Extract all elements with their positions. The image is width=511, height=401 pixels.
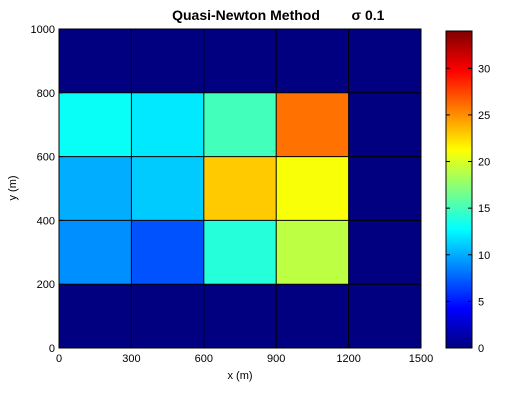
heatmap-cell xyxy=(348,220,421,285)
heatmap-cell xyxy=(203,220,277,285)
colorbar-tick-label: 0 xyxy=(478,343,484,355)
x-axis-label: x (m) xyxy=(227,370,252,382)
x-tick-label: 0 xyxy=(56,353,62,365)
heatmap-cell xyxy=(131,220,204,285)
heatmap-cell xyxy=(59,156,132,221)
y-tick-label: 1000 xyxy=(31,24,55,36)
heatmap-cell xyxy=(131,92,204,157)
y-axis-ticks: 0 200 400 600 800 1000 xyxy=(31,24,63,355)
heatmap-cell xyxy=(131,29,204,93)
heatmap-cell xyxy=(59,284,132,348)
y-tick-label: 200 xyxy=(37,279,55,291)
grid-lines xyxy=(58,28,422,349)
heatmap-cell xyxy=(203,29,277,93)
heatmap-cell xyxy=(203,284,277,348)
heatmap-cell xyxy=(348,156,421,221)
x-tick-label: 900 xyxy=(267,353,285,365)
heatmap-cell xyxy=(276,156,349,221)
heatmap-cell xyxy=(348,29,421,93)
heatmap-cell xyxy=(276,92,349,157)
chart-subtitle: σ 0.1 xyxy=(352,7,385,23)
heatmap-cell xyxy=(131,284,204,348)
heatmap-cell xyxy=(59,92,132,157)
chart-title: Quasi-Newton Method xyxy=(172,7,320,23)
colorbar-tick-label: 15 xyxy=(478,203,490,215)
heatmap-cell xyxy=(348,92,421,157)
y-tick-label: 400 xyxy=(37,215,55,227)
heatmap-cell xyxy=(59,220,132,285)
colorbar-tick-label: 25 xyxy=(478,110,490,122)
heatmap-cell xyxy=(203,156,277,221)
x-tick-label: 1200 xyxy=(336,353,360,365)
y-tick-label: 0 xyxy=(49,343,55,355)
x-tick-label: 600 xyxy=(195,353,213,365)
heatmap-cell xyxy=(276,284,349,348)
heatmap-cell xyxy=(276,29,349,93)
y-tick-label: 800 xyxy=(37,88,55,100)
colorbar-tick-label: 5 xyxy=(478,296,484,308)
colorbar-gradient xyxy=(445,30,473,349)
x-tick-label: 300 xyxy=(122,353,140,365)
heatmap-cell xyxy=(131,156,204,221)
heatmap-cell xyxy=(203,92,277,157)
x-tick-label: 1500 xyxy=(409,353,433,365)
heatmap-cells xyxy=(59,29,421,348)
colorbar-tick-label: 10 xyxy=(478,250,490,262)
x-axis-ticks: 0 300 600 900 1200 1500 xyxy=(56,344,433,365)
y-tick-label: 600 xyxy=(37,152,55,164)
y-axis-label: y (m) xyxy=(7,175,19,200)
colorbar: 0 5 10 15 20 25 30 xyxy=(445,30,490,355)
plot-frame xyxy=(58,28,422,349)
colorbar-tick-label: 20 xyxy=(478,157,490,169)
colorbar-tick-label: 30 xyxy=(478,63,490,75)
heatmap-cell xyxy=(348,284,421,348)
heatmap-cell xyxy=(276,220,349,285)
heatmap-cell xyxy=(59,29,132,93)
